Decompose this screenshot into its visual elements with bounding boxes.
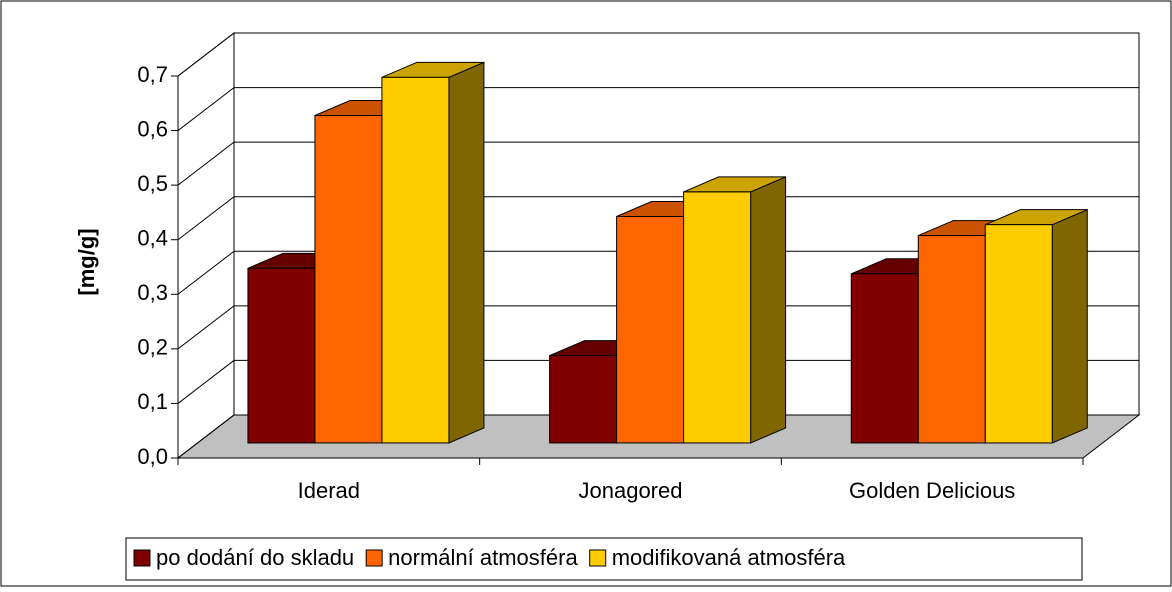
bar xyxy=(381,76,450,444)
legend-swatch xyxy=(589,549,607,567)
y-tick-label: 0,2 xyxy=(137,335,168,360)
bar xyxy=(984,224,1053,444)
legend-swatch xyxy=(365,549,383,567)
bar xyxy=(549,355,618,444)
y-tick-label: 0,3 xyxy=(137,280,168,305)
legend-label: modifikovaná atmosféra xyxy=(612,545,846,570)
grid-line xyxy=(177,196,1139,241)
y-axis-label: [mg/g] xyxy=(74,228,99,295)
y-tick-label: 0,0 xyxy=(137,444,168,469)
grid-line xyxy=(177,359,1139,404)
bar xyxy=(314,115,383,444)
bar xyxy=(917,235,986,444)
bar xyxy=(850,273,919,444)
bar xyxy=(616,215,685,444)
bar-side xyxy=(448,61,485,444)
x-tick-label: Iderad xyxy=(298,478,360,503)
bar xyxy=(683,191,752,444)
y-tick-label: 0,4 xyxy=(137,226,168,251)
y-tick-label: 0,5 xyxy=(137,171,168,196)
grid-line xyxy=(177,32,1139,77)
grid-line xyxy=(177,87,1139,131)
y-tick-label: 0,7 xyxy=(137,62,168,87)
grid-line xyxy=(177,305,1139,350)
grid-line xyxy=(177,414,1139,459)
x-tick-label: Jonagored xyxy=(579,478,683,503)
side-wall xyxy=(177,31,235,460)
legend-label: po dodání do skladu xyxy=(156,545,354,570)
bar-side xyxy=(1051,208,1088,444)
bar-side xyxy=(750,176,787,444)
legend-swatch xyxy=(133,549,151,567)
x-tick-label: Golden Delicious xyxy=(849,478,1015,503)
grid-line xyxy=(177,250,1139,295)
bar xyxy=(247,267,316,444)
y-tick-label: 0,6 xyxy=(137,116,168,141)
grid-line xyxy=(177,141,1139,186)
y-tick-label: 0,1 xyxy=(137,389,168,414)
legend-label: normální atmosféra xyxy=(388,545,578,570)
